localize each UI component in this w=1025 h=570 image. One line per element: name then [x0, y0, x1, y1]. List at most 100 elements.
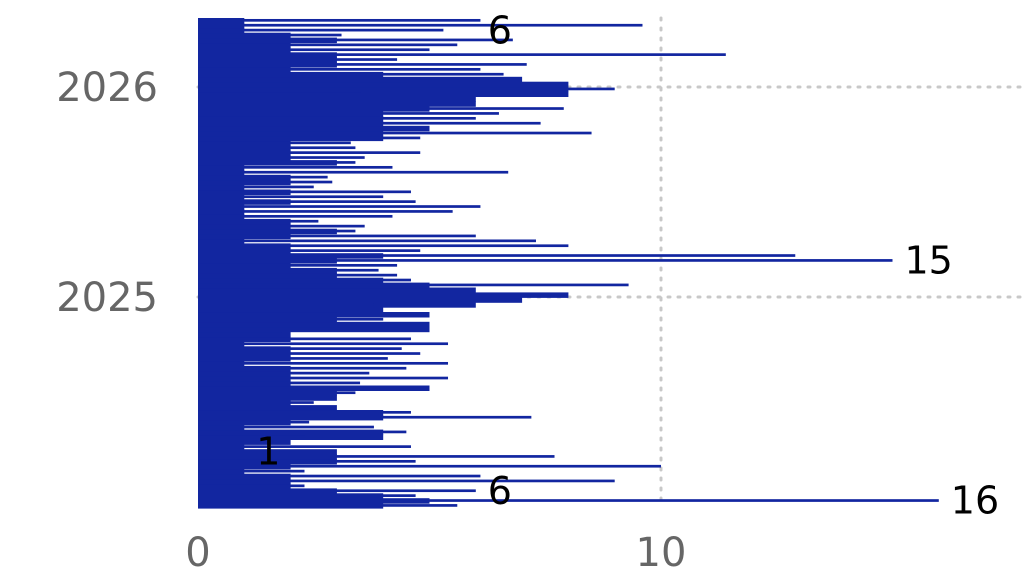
- bar-extent: [198, 332, 282, 336]
- bar-extent: [198, 415, 532, 419]
- bar-extent: [198, 58, 398, 61]
- bar-extent: [198, 322, 388, 326]
- bar-extent: [198, 469, 305, 473]
- bar: [198, 449, 337, 455]
- bar-extent: [198, 317, 384, 321]
- bar-extent: [198, 312, 337, 316]
- bar-extent: [198, 43, 458, 47]
- bar-outline-group: [198, 18, 939, 507]
- bar-extent: [198, 357, 388, 360]
- bar-extent: [198, 430, 407, 434]
- bar-extent: [198, 327, 398, 331]
- bar-extent: [198, 401, 314, 404]
- data-labels: 16 6 1 15 6: [256, 8, 999, 522]
- bar-extent: [198, 494, 416, 497]
- bar-extent: [198, 210, 453, 213]
- bar-extent: [198, 102, 393, 105]
- bar-extent: [198, 386, 324, 390]
- bar-extent: [198, 308, 319, 311]
- bar-extent: [198, 489, 476, 493]
- bar-extent: [198, 224, 365, 228]
- data-label: 15: [905, 239, 953, 283]
- data-label: 6: [488, 8, 512, 52]
- bar-extent: [198, 371, 370, 375]
- bar-extent: [198, 205, 481, 208]
- y-tick-label: 2025: [56, 275, 158, 321]
- bar-extent: [198, 92, 361, 96]
- bar-extent: [198, 396, 319, 399]
- bar-extent: [198, 190, 411, 194]
- bar-extent: [198, 180, 333, 184]
- bar-extent: [198, 151, 421, 154]
- bar-extent: [198, 112, 499, 115]
- bar-extent: [198, 283, 629, 287]
- y-tick-label: 2026: [56, 65, 158, 111]
- grid-lines: [196, 16, 1025, 510]
- bar-extent: [198, 28, 444, 32]
- bar-extent: [198, 156, 365, 159]
- bar-extent: [198, 67, 481, 71]
- bar-extent: [198, 249, 421, 252]
- bar-extent: [198, 18, 481, 22]
- bar-extent: [198, 116, 476, 120]
- bars-group: [198, 18, 569, 509]
- bar-extent: [198, 263, 398, 267]
- bar-extent: [198, 445, 411, 448]
- data-label: 6: [488, 469, 512, 513]
- bar-extent: [198, 53, 726, 56]
- bar-extent: [198, 420, 310, 424]
- bar-extent: [198, 479, 615, 483]
- bar-extent: [198, 170, 509, 174]
- bar-extent: [198, 474, 481, 478]
- bar: [198, 297, 523, 303]
- bar-extent: [198, 352, 421, 355]
- bar-extent: [198, 77, 337, 81]
- bar-extent: [198, 97, 449, 101]
- bar-extent: [198, 136, 421, 140]
- data-label: 1: [256, 430, 280, 474]
- bar-extent: [198, 239, 536, 243]
- bar-extent: [198, 161, 356, 164]
- bar-extent: [198, 459, 416, 463]
- x-axis-ticks: 0 10: [185, 530, 686, 570]
- bar-extent: [198, 268, 379, 272]
- bar-extent: [198, 82, 407, 86]
- bar-extent: [198, 200, 416, 203]
- bar-extent: [198, 504, 458, 507]
- bar-extent: [198, 435, 305, 439]
- bar-extent: [198, 366, 407, 370]
- bar: [198, 91, 569, 97]
- bar-extent: [198, 303, 374, 306]
- bar: [198, 292, 569, 298]
- data-label: 16: [951, 479, 999, 523]
- x-tick-label: 10: [636, 530, 687, 570]
- bar-extent: [198, 450, 236, 453]
- bar-extent: [198, 23, 643, 27]
- y-axis-ticks: 2026 2025: [56, 65, 158, 321]
- bar-extent: [198, 347, 402, 350]
- bar-extent: [198, 63, 527, 66]
- bar-extent: [198, 244, 569, 248]
- bar-extent: [198, 410, 411, 414]
- bar-extent: [198, 185, 314, 189]
- bar-extent: [198, 72, 504, 76]
- bar-extent: [198, 126, 402, 130]
- bar-extent: [198, 229, 356, 233]
- bar-extent: [198, 48, 430, 52]
- bar-extent: [198, 254, 796, 257]
- x-tick-label: 0: [185, 530, 210, 570]
- bar-extent: [198, 381, 361, 385]
- bar-extent: [198, 455, 555, 458]
- bar-extent: [198, 141, 351, 145]
- bar-extent: [198, 273, 398, 277]
- bar-extent: [198, 484, 305, 488]
- bar-extent: [198, 425, 374, 429]
- bar-extent: [198, 87, 615, 91]
- bar-extent: [198, 219, 319, 223]
- bar-extent: [198, 298, 305, 301]
- bar: [198, 76, 523, 83]
- bar-extent: [198, 464, 661, 468]
- bar-extent: [198, 361, 449, 365]
- bar-extent: [198, 33, 342, 37]
